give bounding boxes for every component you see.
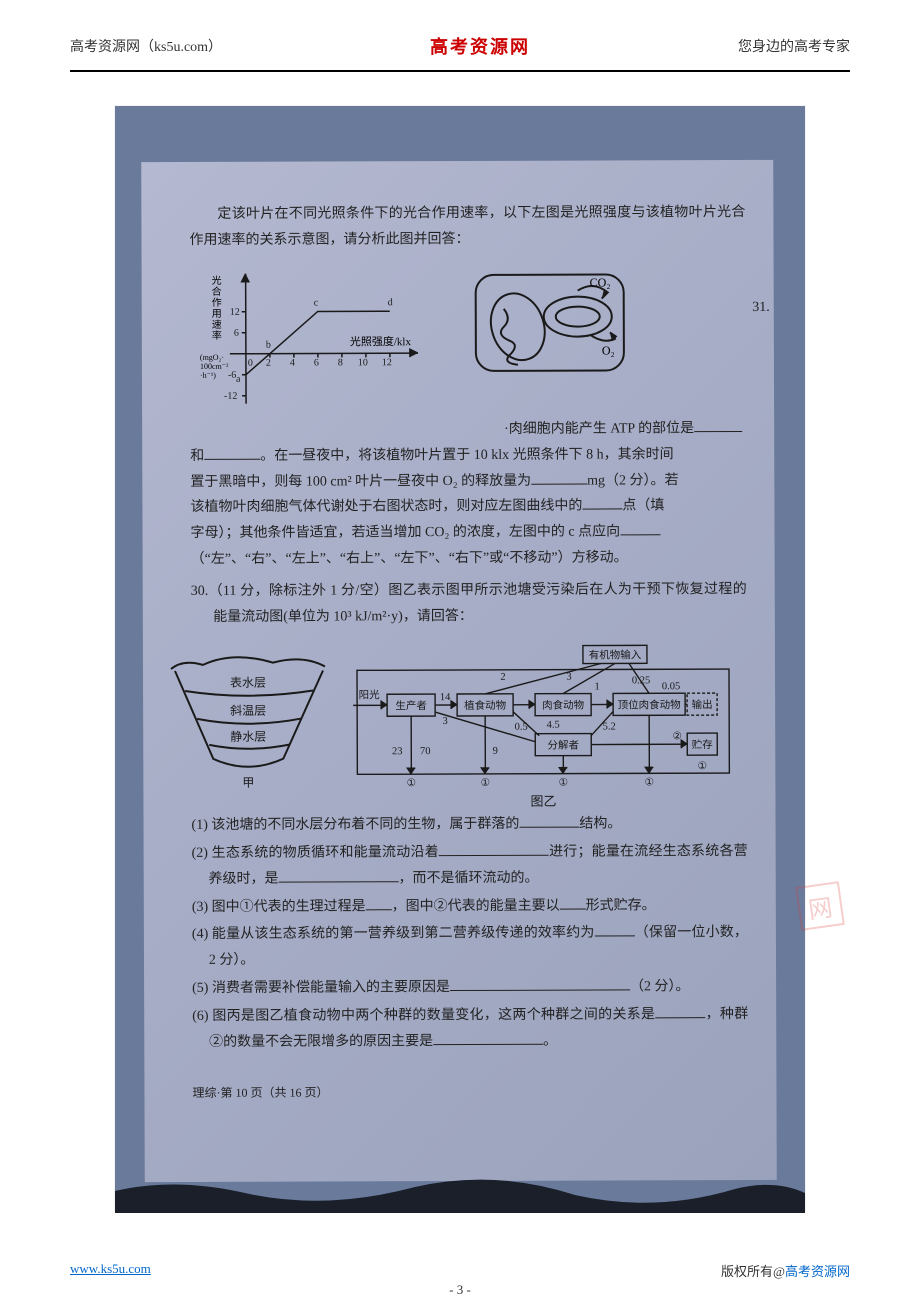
xtick: 4 — [290, 357, 295, 368]
figure-row-1: 光合作用速率 (mgO₂·100cm⁻²·h⁻¹) 光照强度/klx 12 6 … — [200, 262, 747, 414]
svg-text:①: ① — [559, 777, 569, 789]
q30-s4a: (4) 能量从该生态系统的第一营养级到第二营养级传递的效率约为 — [192, 926, 595, 942]
flow-sun: 阳光 — [359, 688, 381, 701]
q30-s6a: (6) 图丙是图乙植食动物中两个种群的数量变化，这两个种群之间的关系是 — [192, 1007, 655, 1024]
header-left: 高考资源网（ks5u.com） — [70, 36, 222, 56]
flow-box-5: 分解者 — [547, 738, 579, 751]
pond-layer-3: 静水层 — [230, 730, 266, 744]
torn-edge — [115, 1173, 805, 1213]
pt-c: c — [314, 297, 319, 308]
xtick: 0 — [248, 357, 253, 368]
q30-s5a: (5) 消费者需要补偿能量输入的主要原因是 — [192, 980, 450, 996]
xtick: 2 — [266, 357, 271, 368]
figure-row-2: 表水层 斜温层 静水层 甲 — [163, 639, 748, 811]
exam-paper: 31. 定该叶片在不同光照条件下的光合作用速率，以下左图是光照强度与该植物叶片光… — [141, 160, 777, 1182]
svg-text:70: 70 — [420, 746, 431, 757]
svg-text:0.25: 0.25 — [632, 675, 650, 686]
svg-text:①: ① — [645, 776, 655, 788]
chart-x-label: 光照强度/klx — [350, 334, 412, 348]
q30-s2c: ，而不是循环流动的。 — [398, 870, 538, 885]
cell-label-o2: O₂ — [602, 343, 615, 357]
q30-s6c: 。 — [543, 1034, 557, 1049]
chart-y-label: 光合作用速率 — [212, 274, 222, 342]
question-30: 30.（11 分，除标注外 1 分/空）图乙表示图甲所示池塘受污染后在人为干预下… — [191, 577, 749, 1056]
page-number: - 3 - — [0, 1282, 920, 1298]
flow-storage: 贮存 — [692, 738, 714, 751]
svg-text:23: 23 — [392, 746, 403, 757]
q30-s5b: （2 分）。 — [630, 979, 690, 994]
flow-box-1: 生产者 — [395, 699, 427, 712]
footer-url[interactable]: www.ks5u.com — [70, 1261, 151, 1280]
q29-l3b: 点（填 — [622, 499, 664, 514]
q29-l3a: 该植物叶肉细胞气体代谢处于右图状态时，则对应左图曲线中的 — [190, 499, 582, 515]
q29-l2b: mg（2 分）。若 — [587, 473, 678, 488]
q29-tail: ·肉细胞内能产生 ATP 的部位是 — [504, 421, 694, 437]
xtick: 12 — [382, 357, 392, 368]
q30-s2a: (2) 生态系统的物质循环和能量流动沿着 — [192, 845, 439, 861]
svg-text:1: 1 — [594, 681, 599, 692]
q30-s1b: 结构。 — [579, 816, 621, 831]
cell-label-co2: CO₂ — [590, 275, 611, 289]
flow-caption: 图乙 — [530, 794, 556, 809]
intro-text: 定该叶片在不同光照条件下的光合作用速率，以下左图是光照强度与该植物叶片光合作用速… — [189, 200, 745, 254]
pt-b: b — [266, 339, 271, 350]
svg-text:①: ① — [481, 777, 491, 789]
energy-flow-diagram: 阳光 有机物输入 生产者 植食动物 肉食动物 顶位肉食动物 分解者 贮存 输出 … — [353, 639, 734, 810]
scanned-photo: 31. 定该叶片在不同光照条件下的光合作用速率，以下左图是光照强度与该植物叶片光… — [115, 106, 805, 1211]
pond-caption: 甲 — [242, 776, 254, 790]
header-center: 高考资源网 — [430, 33, 530, 59]
svg-text:①: ① — [407, 777, 417, 789]
q29-l5: （“左”、“右”、“左上”、“右上”、“左下”、“右下”或“不移动”）方移动。 — [191, 545, 747, 573]
pt-a: a — [236, 374, 241, 385]
pt-d: d — [388, 297, 393, 308]
flow-output: 输出 — [692, 698, 713, 711]
flow-box-4: 顶位肉食动物 — [618, 698, 681, 711]
header-right: 您身边的高考专家 — [738, 36, 850, 56]
question-29-body: ·肉细胞内能产生 ATP 的部位是 和 。在一昼夜中，将该植物叶片置于 10 kl… — [190, 416, 747, 573]
pond-diagram: 表水层 斜温层 静水层 甲 — [163, 640, 334, 791]
cell-diagram: CO₂ O₂ — [470, 268, 630, 379]
photosynthesis-chart: 光合作用速率 (mgO₂·100cm⁻²·h⁻¹) 光照强度/klx 12 6 … — [200, 263, 431, 414]
q29-l4a: 字母）；其他条件皆适宜，若适当增加 CO₂ 的浓度，左图中的 c 点应向 — [190, 525, 620, 541]
q30-s3c: 形式贮存。 — [586, 898, 656, 913]
ytick: 12 — [230, 307, 240, 318]
ytick: 6 — [234, 328, 239, 339]
svg-text:9: 9 — [493, 746, 498, 757]
footer-copyright: 版权所有@高考资源网 — [721, 1261, 850, 1280]
svg-text:②: ② — [672, 730, 682, 742]
svg-text:①: ① — [698, 760, 708, 772]
q30-s3a: (3) 图中①代表的生理过程是 — [192, 899, 366, 915]
q29-l1b: 。在一昼夜中，将该植物叶片置于 10 klx 光照条件下 8 h，其余时间 — [260, 447, 673, 463]
flow-box-3: 肉食动物 — [542, 698, 584, 711]
q30-head: 30.（11 分，除标注外 1 分/空）图乙表示图甲所示池塘受污染后在人为干预下… — [191, 577, 747, 631]
margin-question-number: 31. — [752, 300, 770, 316]
page-header: 高考资源网（ks5u.com） 高考资源网 您身边的高考专家 — [70, 0, 850, 72]
xtick: 10 — [358, 357, 368, 368]
ytick: -12 — [224, 391, 237, 402]
pond-layer-1: 表水层 — [230, 676, 266, 690]
q29-l2a: 置于黑暗中，则每 100 cm² 叶片一昼夜中 O₂ 的释放量为 — [190, 473, 531, 489]
q30-s1a: (1) 该池塘的不同水层分布着不同的生物，属于群落的 — [192, 817, 520, 833]
q30-s3b: ，图中②代表的能量主要以 — [392, 898, 560, 914]
xtick: 8 — [338, 357, 343, 368]
q29-l1a: 和 — [190, 449, 204, 464]
svg-text:0.5: 0.5 — [515, 722, 528, 733]
svg-text:3: 3 — [566, 672, 571, 683]
flow-input: 有机物输入 — [589, 648, 642, 661]
flow-box-2: 植食动物 — [464, 699, 506, 712]
page-footer: www.ks5u.com 版权所有@高考资源网 — [70, 1261, 850, 1280]
svg-text:3: 3 — [443, 716, 448, 727]
pond-layer-2: 斜温层 — [230, 704, 266, 718]
svg-text:0.05: 0.05 — [662, 681, 680, 692]
seal-watermark: 网 — [795, 881, 845, 931]
xtick: 6 — [314, 357, 319, 368]
svg-text:4.5: 4.5 — [547, 720, 560, 731]
svg-text:5.2: 5.2 — [603, 721, 616, 732]
svg-text:2: 2 — [500, 672, 505, 683]
chart-y-unit: (mgO₂·100cm⁻²·h⁻¹) — [200, 353, 229, 380]
svg-text:14: 14 — [440, 692, 451, 703]
paper-page-footer: 理综·第 10 页（共 16 页） — [192, 1080, 748, 1104]
